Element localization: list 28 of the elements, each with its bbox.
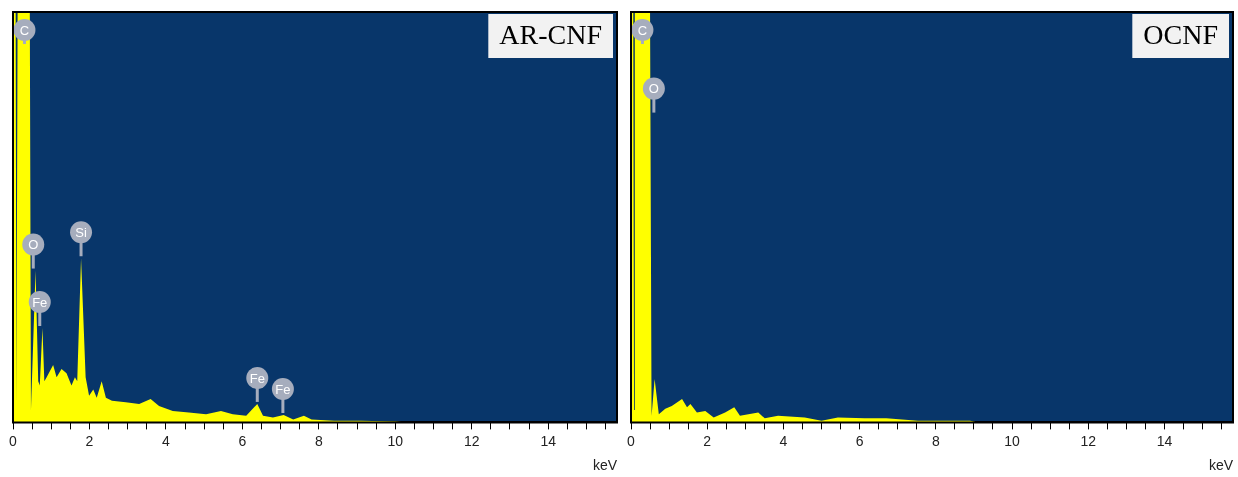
x-tick-label: 12 xyxy=(463,432,480,449)
annotation: C xyxy=(637,22,648,38)
annotation: Fe xyxy=(249,370,265,386)
x-tick-label: 2 xyxy=(85,432,94,449)
x-tick-label: 4 xyxy=(779,432,788,449)
annotation: C xyxy=(19,22,30,38)
x-tick-label: 14 xyxy=(1156,432,1173,449)
annotation: Fe xyxy=(275,381,291,397)
x-tick-label: 0 xyxy=(627,432,636,449)
annotation: Si xyxy=(75,224,87,240)
x-axis-title: keV xyxy=(1208,457,1234,474)
annotation: O xyxy=(28,237,39,253)
x-tick-label: 6 xyxy=(238,432,247,449)
chart-title: AR-CNF xyxy=(499,19,603,51)
x-tick-label: 10 xyxy=(387,432,404,449)
chart-title: OCNF xyxy=(1143,19,1219,51)
x-tick-label: 8 xyxy=(314,432,323,449)
x-tick-label: 2 xyxy=(703,432,712,449)
x-tick-label: 14 xyxy=(540,432,557,449)
annotation: Fe xyxy=(32,294,48,310)
x-tick-label: 6 xyxy=(855,432,864,449)
x-axis-title: keV xyxy=(592,457,618,474)
annotation: O xyxy=(648,81,659,97)
x-tick-label: 12 xyxy=(1080,432,1097,449)
x-tick-label: 0 xyxy=(9,432,18,449)
x-tick-label: 4 xyxy=(162,432,171,449)
x-tick-label: 8 xyxy=(931,432,940,449)
x-tick-label: 10 xyxy=(1004,432,1021,449)
